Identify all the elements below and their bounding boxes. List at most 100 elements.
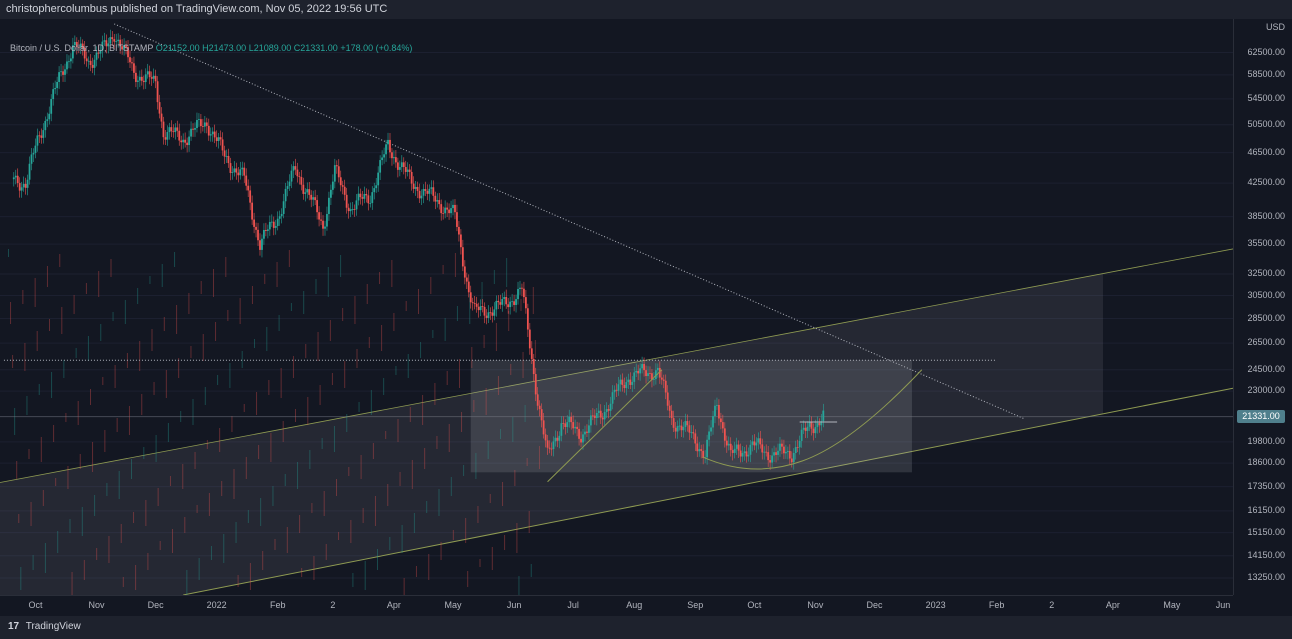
candle-body <box>123 44 125 50</box>
volume-bar <box>346 414 348 432</box>
candle-body <box>24 183 27 188</box>
candle-body <box>174 127 177 133</box>
candle-body <box>660 377 663 380</box>
candle-body <box>519 287 521 289</box>
volume-bar <box>391 260 393 287</box>
volume-bar <box>344 361 346 388</box>
volume-bar <box>463 465 465 476</box>
candle-body <box>812 428 815 434</box>
volume-bar <box>311 503 313 513</box>
candle-body <box>211 131 214 135</box>
candle-body <box>749 444 752 455</box>
volume-bar <box>100 324 102 341</box>
candle-body <box>716 404 718 406</box>
volume-bar <box>182 464 184 489</box>
time-axis[interactable]: Oct Nov Dec 2022 Feb 2 Apr May Jun Jul Aug Sep Oct No… <box>0 595 1233 616</box>
tradingview-logo[interactable]: 17 TradingView <box>8 621 81 632</box>
candle-body <box>718 404 720 419</box>
candle-body <box>58 72 60 82</box>
candle-body <box>385 144 387 155</box>
candle-body <box>706 439 709 458</box>
candle-body <box>605 409 608 413</box>
candle-body <box>339 177 342 186</box>
volume-bar <box>24 343 26 371</box>
candle-body <box>278 216 281 219</box>
candle-body <box>586 431 588 433</box>
candle-body <box>22 183 25 188</box>
volume-bar <box>415 566 417 577</box>
volume-bar <box>383 378 385 395</box>
volume-bar <box>508 311 510 331</box>
candle-body <box>448 209 450 214</box>
volume-bar <box>202 334 204 361</box>
candle-body <box>101 41 104 51</box>
candle-body <box>351 209 354 210</box>
volume-bar <box>178 358 180 378</box>
volume-bar <box>500 429 501 439</box>
candle-body <box>708 431 710 440</box>
volume-bar <box>442 265 444 274</box>
candle-body <box>786 450 789 452</box>
candle-body <box>50 99 53 114</box>
candle-body <box>324 226 326 229</box>
candle-body <box>641 364 644 369</box>
candle-body <box>745 451 748 457</box>
candle-body <box>73 41 76 46</box>
candle-body <box>276 218 279 226</box>
candle-body <box>349 209 352 212</box>
candle-body <box>497 300 500 303</box>
volume-bar <box>340 255 342 277</box>
candle-body <box>684 421 687 427</box>
volume-bar <box>204 387 206 405</box>
volume-bar <box>38 384 40 395</box>
chart-plot-area[interactable]: Bitcoin / U.S. Dollar, 1D, BITSTAMP O211… <box>0 19 1233 595</box>
candle-body <box>578 428 580 439</box>
candle-body <box>627 379 630 383</box>
candle-body <box>623 384 626 389</box>
candle-body <box>286 186 289 189</box>
volume-bar <box>118 471 120 499</box>
candle-body <box>135 72 137 82</box>
volume-bar <box>163 317 165 331</box>
volume-bar <box>81 507 83 536</box>
candle-body <box>302 184 305 194</box>
volume-bar <box>409 407 411 422</box>
candle-body <box>593 415 596 419</box>
candle-body <box>355 200 358 210</box>
candle-body <box>521 287 523 289</box>
candlestick-chart[interactable] <box>0 19 1233 595</box>
candle-body <box>164 137 167 140</box>
volume-bar <box>141 394 143 415</box>
volume-bar <box>46 266 48 287</box>
volume-bar <box>77 401 79 425</box>
price-tick-label: 15150.00 <box>1247 526 1285 537</box>
volume-bar <box>260 498 262 526</box>
candle-body <box>633 372 636 382</box>
candle-body <box>203 122 206 127</box>
volume-bar <box>497 376 499 395</box>
candle-body <box>328 197 330 214</box>
candle-body <box>621 379 624 385</box>
volume-bar <box>426 501 428 513</box>
candle-body <box>804 427 807 431</box>
candle-body <box>109 37 112 44</box>
candle-body <box>353 209 356 210</box>
candle-body <box>580 438 582 443</box>
volume-bar <box>465 518 467 543</box>
candle-body <box>781 443 783 447</box>
volume-bar <box>63 360 65 378</box>
candle-body <box>99 50 102 54</box>
volume-bar <box>436 436 438 449</box>
volume-bar <box>309 450 311 469</box>
candle-body <box>93 59 96 68</box>
candle-body <box>631 381 634 385</box>
candle-body <box>489 312 492 314</box>
candle-body <box>410 171 413 184</box>
candle-body <box>505 297 508 305</box>
volume-bar <box>377 549 378 570</box>
volume-bar <box>243 404 245 412</box>
price-axis[interactable]: USD 62500.00 58500.00 54500.00 50500.00 46500… <box>1233 19 1292 595</box>
candle-body <box>91 64 94 68</box>
candle-body <box>450 208 452 214</box>
